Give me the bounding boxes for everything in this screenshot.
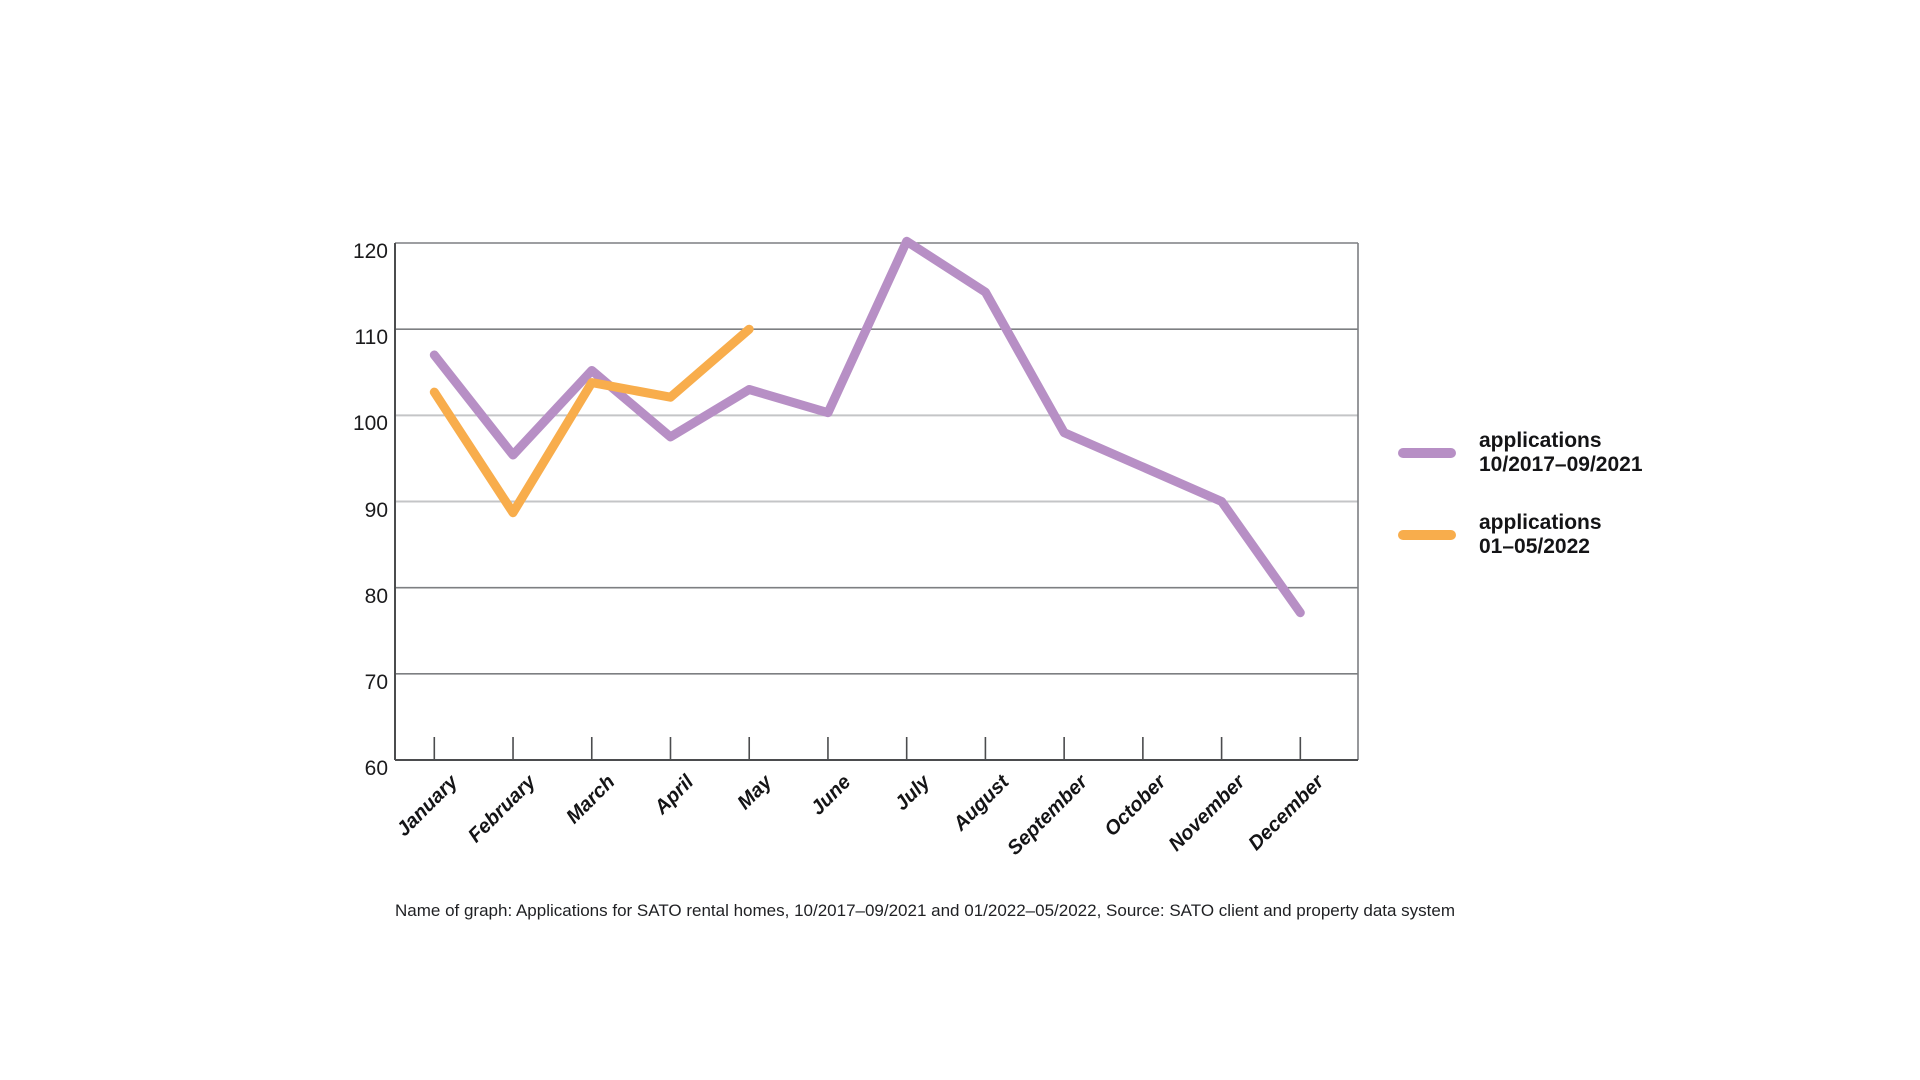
y-tick-label-60: 60 [364,757,388,780]
series-line-applications-10-2017-09-2021 [429,236,1305,618]
legend-label-line2: 10/2017–09/2021 [1479,453,1643,476]
legend-label-line1: applications [1479,511,1602,534]
legend-item-2022: applications 01–05/2022 [1398,511,1602,559]
y-tick-label-100: 100 [352,412,388,436]
chart-caption: Name of graph: Applications for SATO ren… [395,901,1456,920]
y-tick-label-120: 120 [352,240,388,263]
y-tick-label-90: 90 [364,498,388,522]
legend-item-2017-2021: applications 10/2017–09/2021 [1398,429,1643,477]
legend-label-line2: 01–05/2022 [1479,535,1590,558]
chart-legend: applications 10/2017–09/2021 application… [1398,0,1838,1080]
y-tick-label-110: 110 [354,326,388,350]
legend-label-line1: applications [1479,429,1602,452]
legend-swatch-orange [1398,530,1456,540]
legend-label: applications 10/2017–09/2021 [1479,429,1643,477]
y-tick-label-70: 70 [364,670,388,694]
legend-swatch-purple [1398,448,1456,458]
y-tick-label-80: 80 [364,584,388,608]
legend-label: applications 01–05/2022 [1479,511,1602,559]
series-line-applications-01-05-2022 [429,324,754,518]
